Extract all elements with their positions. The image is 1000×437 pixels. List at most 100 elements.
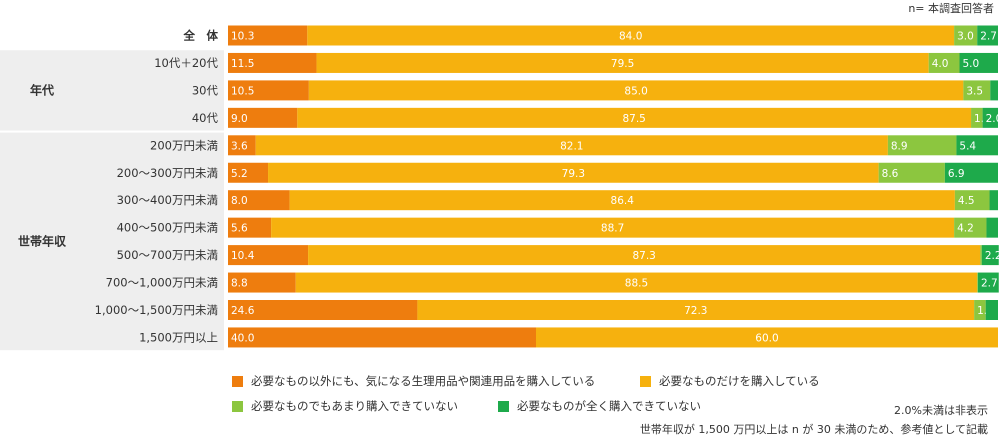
bar-segment [980,245,982,266]
legend-item-4: 必要なものが全く購入できていない [498,398,701,414]
data-label: 3.0 [957,31,974,43]
bar-segment [986,217,998,238]
bar-segment [228,107,298,128]
data-label: 10.5 [231,85,254,97]
category-label: 700～1,000万円未満 [106,276,218,290]
bar-segment [887,135,957,156]
bar-segment [928,52,960,73]
bar-segment [944,162,998,183]
group-label-income: 世帯年収 [18,233,67,248]
data-label: 8.9 [891,140,908,152]
bar-segment [308,245,981,266]
data-label: 6.9 [948,168,965,180]
data-label: 4.2 [957,223,974,235]
legend-swatch-2 [640,375,651,387]
data-label: 24.6 [231,305,255,317]
bar-segment [255,135,888,156]
bar-segment [977,272,978,293]
bar-segment [228,300,418,320]
bar-segment [982,107,998,128]
bar-segment [228,162,269,183]
data-label: 2.7 [980,31,997,43]
bar-segment [954,217,987,238]
bar-segment [959,52,998,73]
data-label: 10.4 [231,250,255,262]
data-label: 5.6 [231,223,248,235]
data-label: 82.1 [560,140,583,152]
data-label: 5.0 [963,58,980,70]
bar-segment [954,190,990,211]
data-label: 10.3 [231,31,254,43]
data-label: 4.0 [932,58,949,70]
data-label: 85.0 [624,85,647,97]
data-label: 79.3 [562,168,585,180]
data-label: 86.4 [611,195,635,207]
data-label: 3.6 [231,140,248,152]
bar-segment [956,135,998,156]
bar-segment [228,190,290,211]
data-label: 2.2 [985,250,1000,262]
data-label: 4.5 [958,195,975,207]
category-label: 10代＋20代 [154,56,218,70]
data-label: 3.5 [966,85,983,97]
bar-segment [985,300,998,320]
data-label: 5.4 [959,140,976,152]
bar-segment [228,327,536,348]
bar-segment [271,217,955,238]
bar-segment [307,25,955,46]
group-label-age: 年代 [30,82,54,97]
bar-segment [228,135,256,156]
legend-swatch-4 [498,400,509,412]
bar-segment [417,300,975,320]
category-label: 200万円未満 [150,138,218,152]
data-label: 2.0 [986,113,1000,125]
data-label: 60.0 [755,332,778,344]
data-label: 8.6 [882,168,899,180]
category-label: 500～700万円未満 [117,248,218,262]
bar-segment [989,190,998,211]
group-panel-income [0,132,224,351]
bar-segment [977,272,999,293]
bar-segment [974,300,986,320]
legend-label-2: 必要なものだけを購入している [659,374,820,388]
data-label: 40.0 [231,332,254,344]
bar-segment [295,272,978,293]
category-label: 1,000～1,500万円未満 [95,303,218,317]
legend-item-1: 必要なもの以外にも、気になる生理用品や関連用品を購入している [232,373,595,389]
bar-segment [228,245,309,266]
legend-item-2: 必要なものだけを購入している [640,373,820,389]
bar-segment [228,25,308,46]
bar-segment [228,52,317,73]
bar-segment [268,162,879,183]
legend-swatch-3 [232,400,243,412]
category-label: 40代 [192,111,219,125]
category-label: 300～400万円未満 [117,193,218,207]
group-panel-age [0,50,224,131]
footnote-reference: 世帯年収が 1,500 万円以上は n が 30 未満のため、参考値として記載 [639,423,988,436]
legend-label-4: 必要なものが全く購入できていない [517,399,701,413]
bar-segment [228,217,272,238]
data-label: 84.0 [619,31,642,43]
bar-segment [308,80,964,101]
data-label: 88.5 [625,278,648,290]
data-label: 72.3 [684,305,707,317]
category-label: 200～300万円未満 [117,166,218,180]
data-label: 8.8 [231,278,248,290]
data-label: 8.0 [231,195,248,207]
data-label: 87.3 [632,250,655,262]
category-label: 1,500万円以上 [139,330,218,344]
sample-note: n= 本調査回答者 [908,2,994,15]
bar-segment [963,80,991,101]
legend-swatch-1 [232,375,243,387]
legend-label-3: 必要なものでもあまり購入できていない [251,399,458,413]
category-label: 全 体 [183,29,219,43]
data-label: 11.5 [231,58,254,70]
bar-segment [990,80,998,101]
category-label: 30代 [192,83,219,97]
bar-segment [981,245,999,266]
bar-segment [228,80,309,101]
legend-item-3: 必要なものでもあまり購入できていない [232,398,458,414]
bar-segment [228,272,296,293]
footnote-threshold: 2.0%未満は非表示 [894,404,988,417]
